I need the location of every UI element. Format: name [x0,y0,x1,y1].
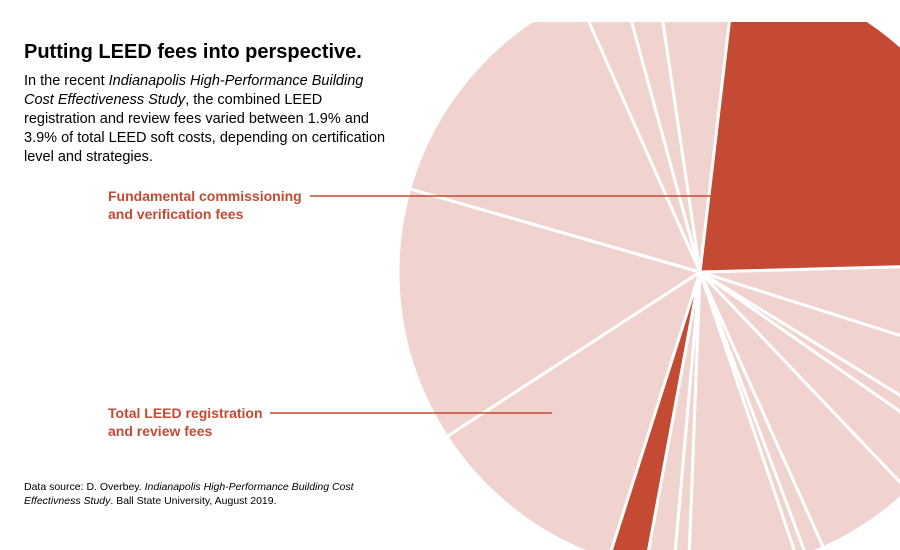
pie-slice-s08 [687,270,796,550]
pie-slice-s12 [445,270,702,550]
pie-slice-s18 [698,22,900,274]
pie-slice-s15 [587,22,702,274]
pie-slice-s14 [408,22,702,274]
callout-leed-fees-label: Total LEED registration and review fees [108,404,328,440]
pie-slice-s07 [698,270,806,550]
data-source-note: Data source: D. Overbey. Indianapolis Hi… [24,480,404,508]
callout-leader-lines [270,195,746,414]
intro-paragraph: In the recent Indianapolis High-Performa… [24,72,394,167]
source-study-title: Indianapolis High-Performance Building C… [24,481,354,507]
source-text-start: Data source: D. Overbey. [24,481,145,493]
pie-slice-s17 [661,22,731,274]
callout-leed-fees-line2: and review fees [108,423,213,439]
pie-slice-s06 [698,270,825,550]
intro-text-start: In the recent [24,73,109,89]
pie-slice-s16 [630,22,702,274]
callout-commissioning-label: Fundamental commissioning and verificati… [108,187,328,223]
pie-slices [396,22,900,550]
callout-commissioning-line1: Fundamental commissioning [108,188,302,204]
source-text-end: . Ball State University, August 2019. [110,495,277,507]
callout-leed-fees-line1: Total LEED registration [108,405,263,421]
page-title: Putting LEED fees into perspective. [24,41,362,63]
intro-study-title: Indianapolis High-Performance Building C… [24,73,364,108]
intro-text-end: , the combined LEED registration and rev… [24,92,386,165]
callout-commissioning-line2: and verification fees [108,206,244,222]
